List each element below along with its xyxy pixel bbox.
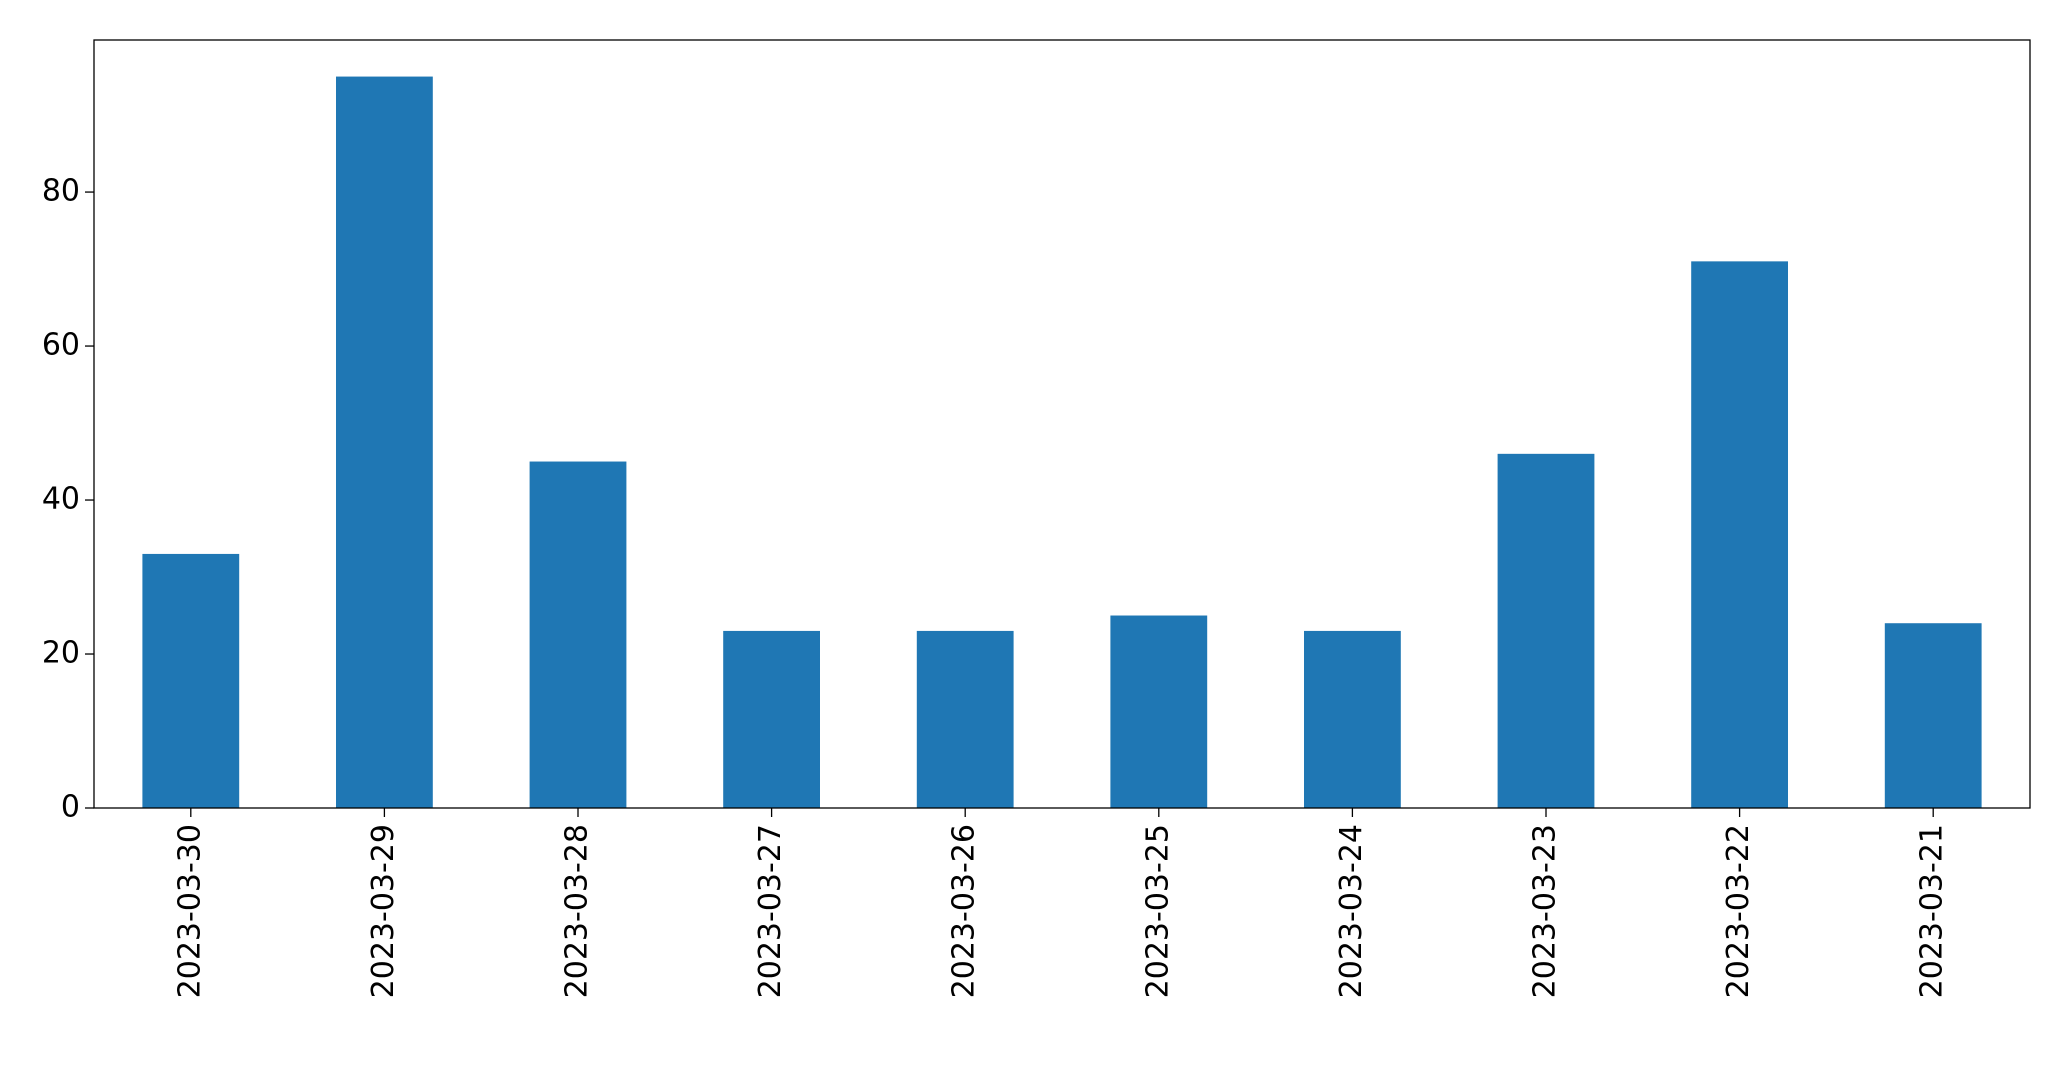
x-tick-label: 2023-03-28 <box>560 824 595 998</box>
x-tick-label: 2023-03-29 <box>366 824 401 998</box>
bar <box>1691 261 1788 808</box>
x-tick-label: 2023-03-23 <box>1528 824 1563 998</box>
bar <box>1884 623 1982 808</box>
bar <box>142 553 240 808</box>
axes-frame <box>93 39 2031 809</box>
bar <box>1110 615 1208 808</box>
y-tick-label: 60 <box>42 328 80 363</box>
x-tick-label: 2023-03-30 <box>172 824 207 998</box>
y-tick-label: 80 <box>42 174 80 209</box>
bar <box>916 630 1014 808</box>
bar <box>529 461 627 808</box>
bar <box>1497 453 1595 808</box>
y-tick-label: 20 <box>42 636 80 671</box>
x-tick-label: 2023-03-21 <box>1915 824 1950 998</box>
x-tick-label: 2023-03-22 <box>1721 824 1756 998</box>
x-tick-label: 2023-03-26 <box>947 824 982 998</box>
y-tick-label: 40 <box>42 482 80 517</box>
bar <box>336 76 433 809</box>
x-tick-label: 2023-03-24 <box>1334 824 1369 998</box>
y-tick-label: 0 <box>61 790 80 825</box>
x-tick-label: 2023-03-25 <box>1140 824 1175 998</box>
bar <box>723 630 820 808</box>
x-tick-label: 2023-03-27 <box>753 824 788 998</box>
bar <box>1304 630 1401 808</box>
